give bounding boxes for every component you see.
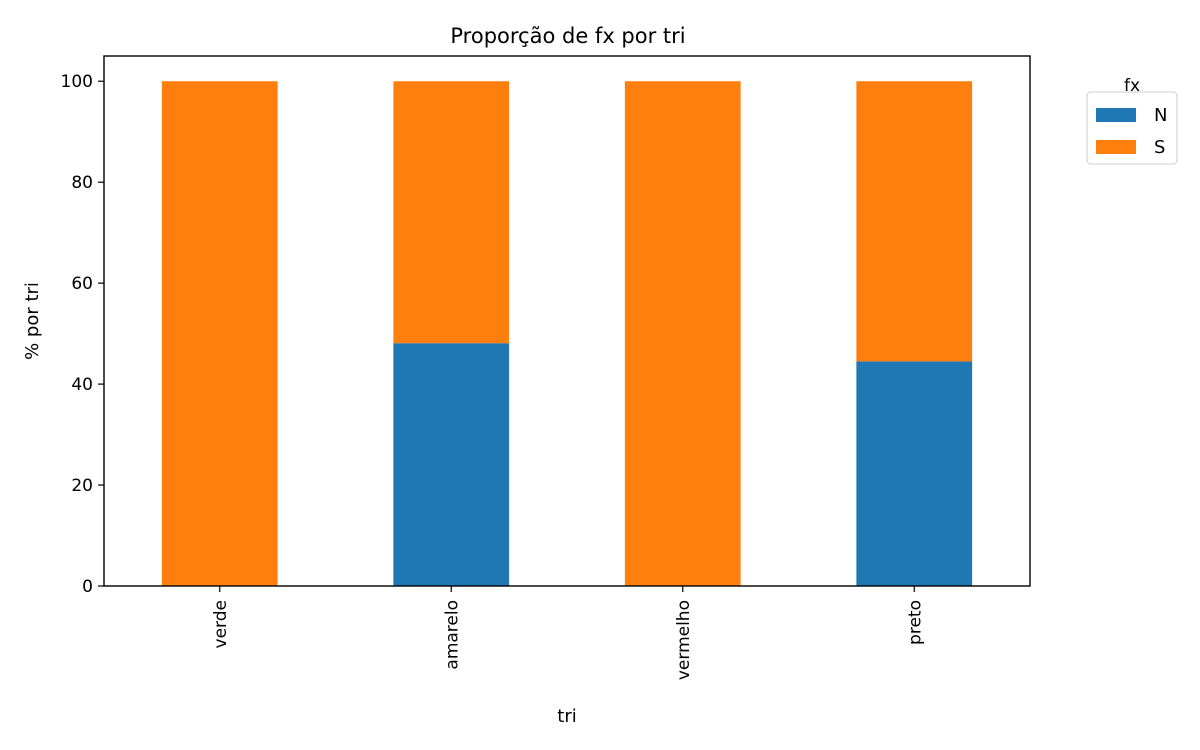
bar-amarelo-N bbox=[393, 343, 510, 586]
legend-swatch-S bbox=[1096, 140, 1136, 154]
bar-preto-N bbox=[856, 361, 973, 586]
y-axis-label: % por tri bbox=[22, 282, 43, 360]
bar-preto-S bbox=[856, 81, 973, 362]
x-tick-label-verde: verde bbox=[211, 600, 231, 648]
bar-amarelo-S bbox=[393, 81, 510, 344]
bar-vermelho-S bbox=[624, 81, 741, 586]
y-tick-label: 40 bbox=[71, 375, 93, 395]
y-tick-label: 100 bbox=[61, 72, 93, 92]
y-tick-label: 20 bbox=[71, 476, 93, 496]
x-axis-ticks: verde amarelo vermelho preto bbox=[211, 586, 925, 680]
legend-swatch-N bbox=[1096, 108, 1136, 122]
legend-label-N: N bbox=[1154, 105, 1167, 126]
x-tick-label-vermelho: vermelho bbox=[674, 600, 694, 680]
legend-label-S: S bbox=[1154, 137, 1165, 158]
bar-verde-S bbox=[161, 81, 278, 586]
y-tick-label: 60 bbox=[71, 274, 93, 294]
x-tick-label-amarelo: amarelo bbox=[442, 600, 462, 670]
bars-layer bbox=[161, 81, 973, 586]
x-tick-label-preto: preto bbox=[905, 600, 925, 645]
y-tick-label: 80 bbox=[71, 173, 93, 193]
y-axis-ticks: 0 20 40 60 80 100 bbox=[61, 72, 104, 597]
chart-title: Proporção de fx por tri bbox=[450, 24, 685, 48]
legend: fx NS bbox=[1086, 76, 1178, 165]
legend-title: fx bbox=[1124, 76, 1140, 96]
plot-frame bbox=[103, 55, 1031, 587]
y-tick-label: 0 bbox=[82, 577, 93, 597]
x-axis-label: tri bbox=[557, 706, 576, 727]
legend-items: NS bbox=[1096, 105, 1167, 158]
